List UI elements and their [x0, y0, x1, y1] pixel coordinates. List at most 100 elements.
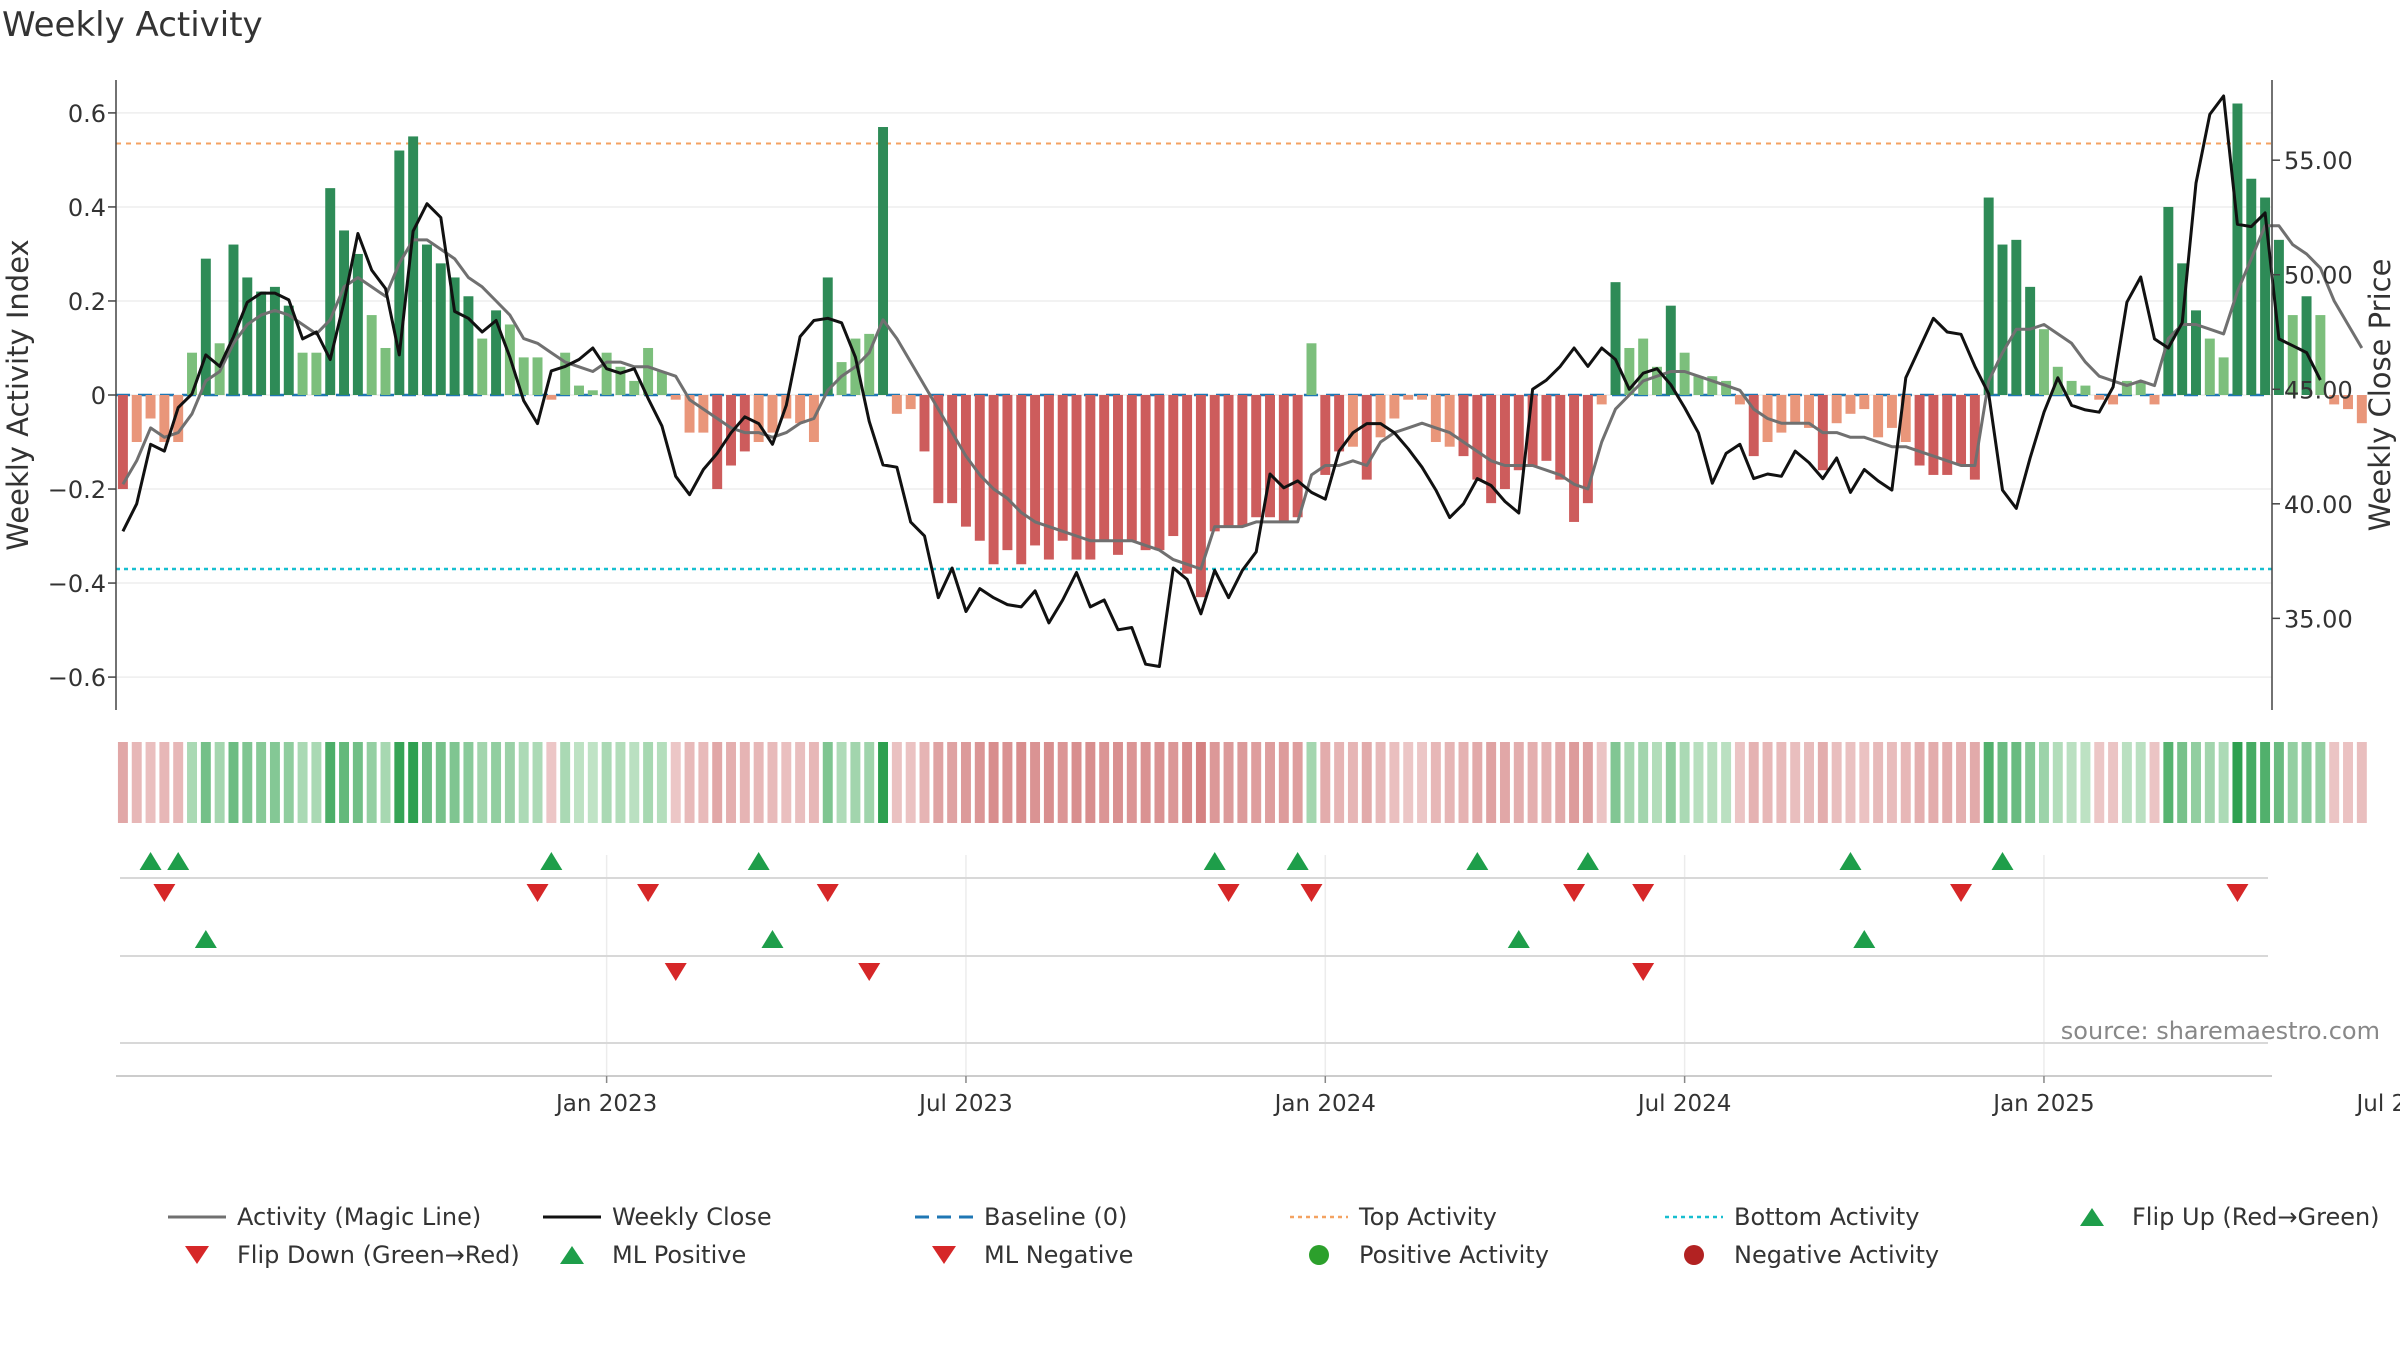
activity-bar: [1099, 395, 1110, 541]
activity-bar: [256, 291, 267, 395]
series-lines: [121, 94, 2364, 668]
heat-cell: [1624, 742, 1635, 823]
heat-cell: [2260, 742, 2271, 823]
activity-bar: [601, 352, 612, 395]
activity-bar: [1693, 376, 1704, 395]
flip-down-marker: [1950, 884, 1973, 902]
activity-bar: [1140, 395, 1151, 551]
activity-bar: [1983, 197, 1994, 395]
activity-bar: [656, 371, 667, 395]
heat-cell: [173, 742, 184, 823]
legend-swatch: [932, 1246, 956, 1264]
heat-cell: [698, 742, 709, 823]
flip-up-marker: [1576, 852, 1599, 870]
heat-cell: [1361, 742, 1372, 823]
activity-bar: [1665, 305, 1676, 395]
legend-label: Flip Up (Red→Green): [2132, 1203, 2380, 1231]
heat-cell: [601, 742, 612, 823]
activity-bar: [1679, 352, 1690, 395]
activity-bar: [1057, 395, 1068, 541]
activity-bar: [2356, 395, 2367, 424]
heat-cell: [187, 742, 197, 823]
heat-cell: [380, 742, 391, 823]
y-tick-label-left: −0.6: [48, 664, 106, 692]
legend-label: Flip Down (Green→Red): [237, 1241, 520, 1269]
heat-cell: [325, 742, 336, 823]
activity-bar: [1804, 395, 1814, 428]
heat-cell: [643, 742, 654, 823]
activity-bar: [311, 352, 322, 395]
heat-cell: [891, 742, 902, 823]
y-axis-label-left: Weekly Activity Index: [1, 239, 35, 550]
heat-cell: [1030, 742, 1041, 823]
activity-bar: [891, 395, 902, 414]
flip-down-marker: [816, 884, 839, 902]
heat-cell: [1541, 742, 1552, 823]
heat-cell: [477, 742, 488, 823]
heat-cell: [1776, 742, 1787, 823]
activity-bar: [1486, 395, 1497, 504]
heat-cell: [339, 742, 350, 823]
activity-bar: [560, 352, 571, 395]
heat-cell: [726, 742, 736, 823]
activity-bar: [767, 395, 778, 433]
heat-cell: [1748, 742, 1759, 823]
heat-cell: [1956, 742, 1967, 823]
heat-cell: [795, 742, 806, 823]
activity-bar: [463, 296, 474, 395]
activity-bar: [477, 338, 488, 395]
heat-cell: [491, 742, 502, 823]
activity-bar: [1886, 395, 1897, 428]
activity-bar: [2163, 206, 2174, 395]
y-tick-label-right: 45.00: [2284, 376, 2353, 404]
activity-bar: [905, 395, 916, 410]
flip-up-marker: [167, 852, 190, 870]
activity-bar: [1721, 380, 1732, 395]
heat-cell: [629, 742, 640, 823]
activity-bar: [297, 352, 308, 395]
ml-positive-marker: [194, 930, 217, 948]
heat-cell: [2356, 742, 2367, 823]
heat-cell: [1665, 742, 1676, 823]
flip-up-marker: [139, 852, 162, 870]
activity-bar: [145, 395, 156, 419]
heat-cell: [463, 742, 474, 823]
heat-cell: [1942, 742, 1953, 823]
flip-down-marker: [637, 884, 660, 902]
activity-bar: [2218, 357, 2229, 395]
heat-cell: [311, 742, 322, 823]
flip-up-marker: [1286, 852, 1309, 870]
activity-bar: [2177, 263, 2188, 395]
activity-bar: [435, 263, 446, 395]
activity-bar: [2094, 395, 2105, 400]
source-credit: source: sharemaestro.com: [2061, 1017, 2380, 1045]
chart-title: Weekly Activity: [2, 5, 263, 45]
x-tick-label: Jan 2023: [554, 1091, 657, 1117]
heat-cell: [822, 742, 833, 823]
heat-cell: [1071, 742, 1082, 823]
heat-cell: [1223, 742, 1234, 823]
heat-cell: [1417, 742, 1428, 823]
activity-bar: [421, 244, 432, 395]
heat-cell: [228, 742, 239, 823]
heat-cell: [1237, 742, 1248, 823]
heat-cell: [1375, 742, 1386, 823]
activity-bar: [1182, 395, 1193, 574]
activity-bar: [173, 395, 184, 443]
activity-bar: [187, 352, 197, 395]
activity-bar: [753, 395, 764, 443]
activity-bar: [1030, 395, 1041, 546]
heat-cell: [684, 742, 695, 823]
heat-cell: [283, 742, 294, 823]
activity-bar: [352, 253, 363, 395]
heat-cell: [2329, 742, 2340, 823]
activity-bar: [1914, 395, 1925, 466]
legend-label: Bottom Activity: [1734, 1203, 1919, 1231]
x-tick-label: Jan 2025: [1991, 1091, 2094, 1117]
activity-bar: [739, 395, 750, 452]
ml-negative-marker: [858, 963, 881, 981]
activity-bar: [1265, 395, 1275, 518]
activity-bar: [2038, 329, 2049, 395]
heat-cell: [256, 742, 267, 823]
